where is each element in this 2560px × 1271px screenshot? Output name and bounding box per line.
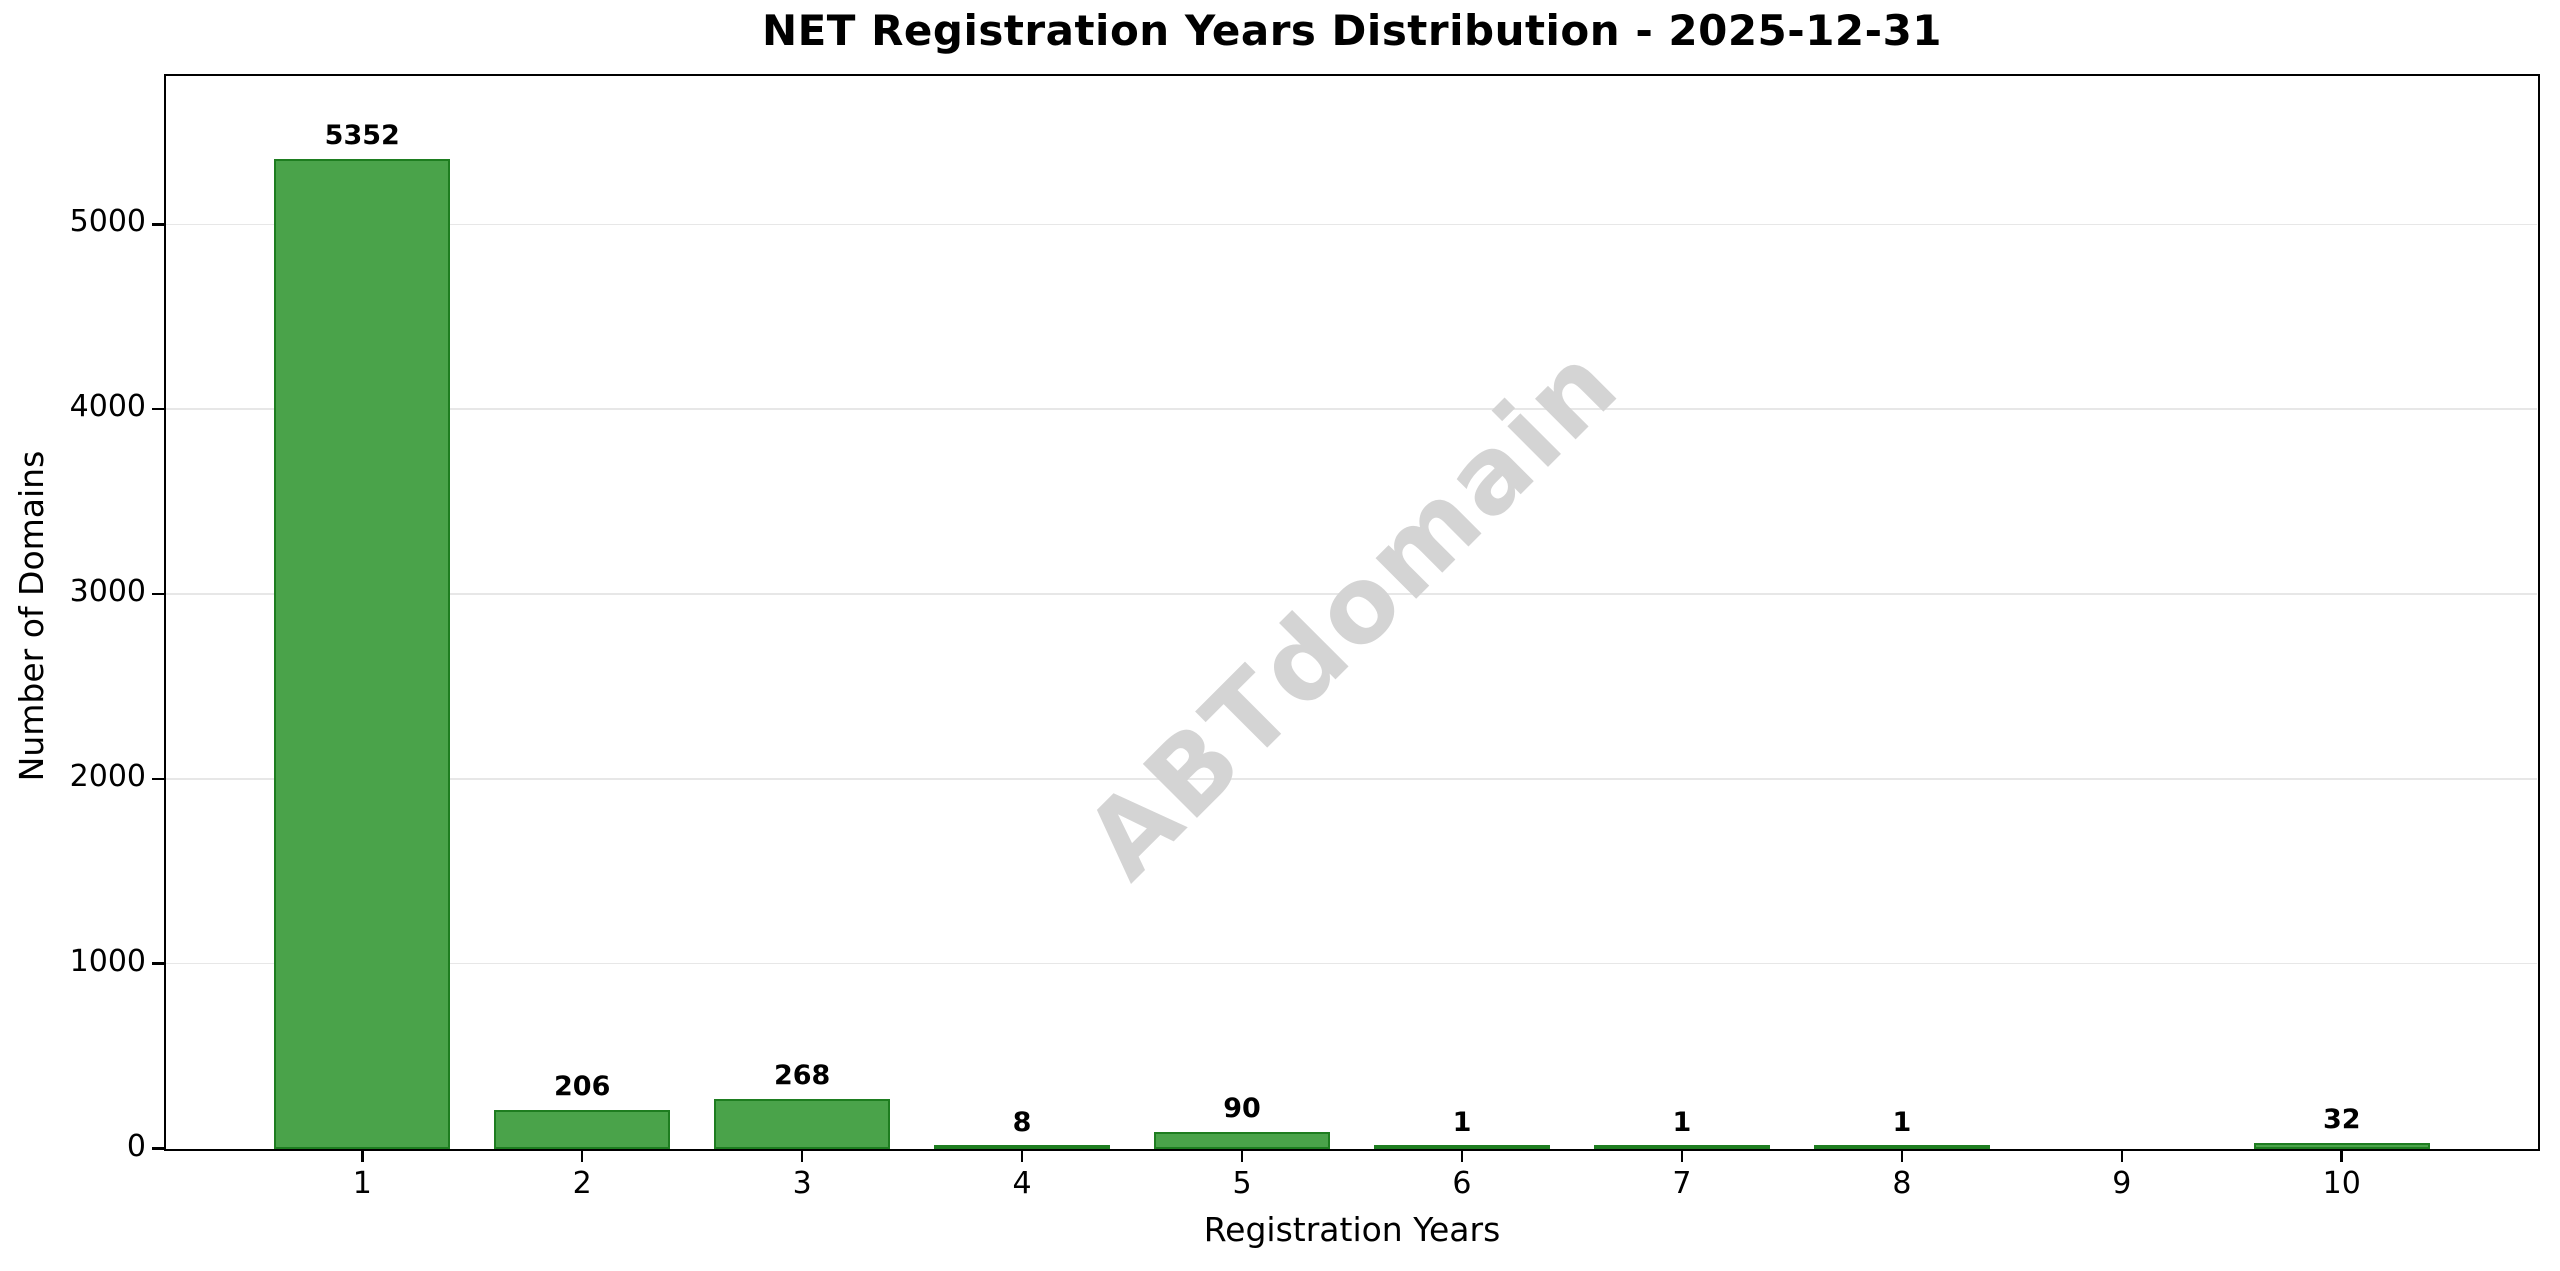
x-tick-mark-4 bbox=[1020, 1149, 1024, 1162]
plot-area bbox=[164, 74, 2540, 1151]
bar-year-8 bbox=[1813, 1144, 1990, 1149]
x-tick-mark-3 bbox=[800, 1149, 804, 1162]
bar-year-5 bbox=[1154, 1131, 1330, 1149]
bar-value-label-10: 32 bbox=[2322, 1103, 2361, 1135]
y-axis-label: Number of Domains bbox=[12, 450, 51, 782]
gridline-y-2000 bbox=[166, 778, 2537, 780]
x-tick-label-2: 2 bbox=[572, 1166, 592, 1201]
bar-year-10 bbox=[2253, 1142, 2430, 1149]
bar-year-2 bbox=[494, 1110, 671, 1149]
y-tick-mark-5000 bbox=[152, 223, 165, 226]
x-tick-label-7: 7 bbox=[1672, 1166, 1692, 1201]
bar-year-6 bbox=[1373, 1144, 1550, 1149]
bar-value-label-5: 90 bbox=[1223, 1092, 1261, 1124]
x-axis-label: Registration Years bbox=[1203, 1210, 1501, 1249]
x-tick-mark-1 bbox=[361, 1149, 364, 1162]
x-tick-label-10: 10 bbox=[2322, 1166, 2361, 1201]
bar-value-label-8: 1 bbox=[1892, 1107, 1912, 1138]
bar-year-3 bbox=[714, 1098, 891, 1149]
bar-value-label-3: 268 bbox=[773, 1059, 831, 1091]
gridline-y-5000 bbox=[166, 223, 2537, 226]
x-tick-mark-7 bbox=[1680, 1149, 1684, 1162]
x-tick-label-6: 6 bbox=[1452, 1166, 1472, 1201]
x-tick-label-5: 5 bbox=[1232, 1166, 1252, 1201]
gridline-y-4000 bbox=[166, 408, 2537, 410]
bar-value-label-2: 206 bbox=[554, 1071, 611, 1103]
x-tick-mark-9 bbox=[2120, 1149, 2124, 1162]
y-tick-label-0: 0 bbox=[126, 1128, 146, 1164]
x-tick-label-8: 8 bbox=[1892, 1166, 1912, 1201]
x-tick-mark-8 bbox=[1900, 1149, 1904, 1162]
y-tick-label-2000: 2000 bbox=[69, 758, 146, 794]
bar-year-4 bbox=[934, 1144, 1111, 1149]
bar-value-label-1: 5352 bbox=[324, 120, 400, 152]
x-tick-mark-10 bbox=[2340, 1149, 2343, 1162]
y-tick-mark-1000 bbox=[152, 962, 165, 965]
y-tick-label-1000: 1000 bbox=[69, 943, 146, 979]
x-tick-label-1: 1 bbox=[352, 1166, 372, 1201]
x-tick-label-9: 9 bbox=[2112, 1166, 2132, 1201]
x-tick-mark-6 bbox=[1460, 1149, 1464, 1162]
y-tick-label-4000: 4000 bbox=[69, 389, 146, 425]
gridline-y-3000 bbox=[166, 593, 2537, 595]
y-tick-label-5000: 5000 bbox=[69, 204, 146, 240]
gridline-y-1000 bbox=[166, 962, 2537, 965]
bar-value-label-7: 1 bbox=[1672, 1107, 1692, 1138]
x-tick-mark-5 bbox=[1240, 1149, 1244, 1162]
y-tick-mark-4000 bbox=[152, 407, 165, 411]
chart-title: NET Registration Years Distribution - 20… bbox=[761, 6, 1943, 55]
x-tick-label-4: 4 bbox=[1012, 1166, 1032, 1201]
y-tick-mark-0 bbox=[152, 1147, 165, 1150]
bar-year-1 bbox=[274, 159, 451, 1149]
x-tick-label-3: 3 bbox=[792, 1166, 812, 1201]
y-tick-mark-3000 bbox=[152, 592, 165, 596]
x-tick-mark-2 bbox=[580, 1149, 584, 1162]
bar-value-label-4: 8 bbox=[1012, 1107, 1032, 1138]
y-tick-mark-2000 bbox=[152, 777, 165, 781]
y-tick-label-3000: 3000 bbox=[69, 574, 146, 610]
bar-value-label-6: 1 bbox=[1452, 1107, 1472, 1138]
bar-year-7 bbox=[1593, 1144, 1770, 1149]
